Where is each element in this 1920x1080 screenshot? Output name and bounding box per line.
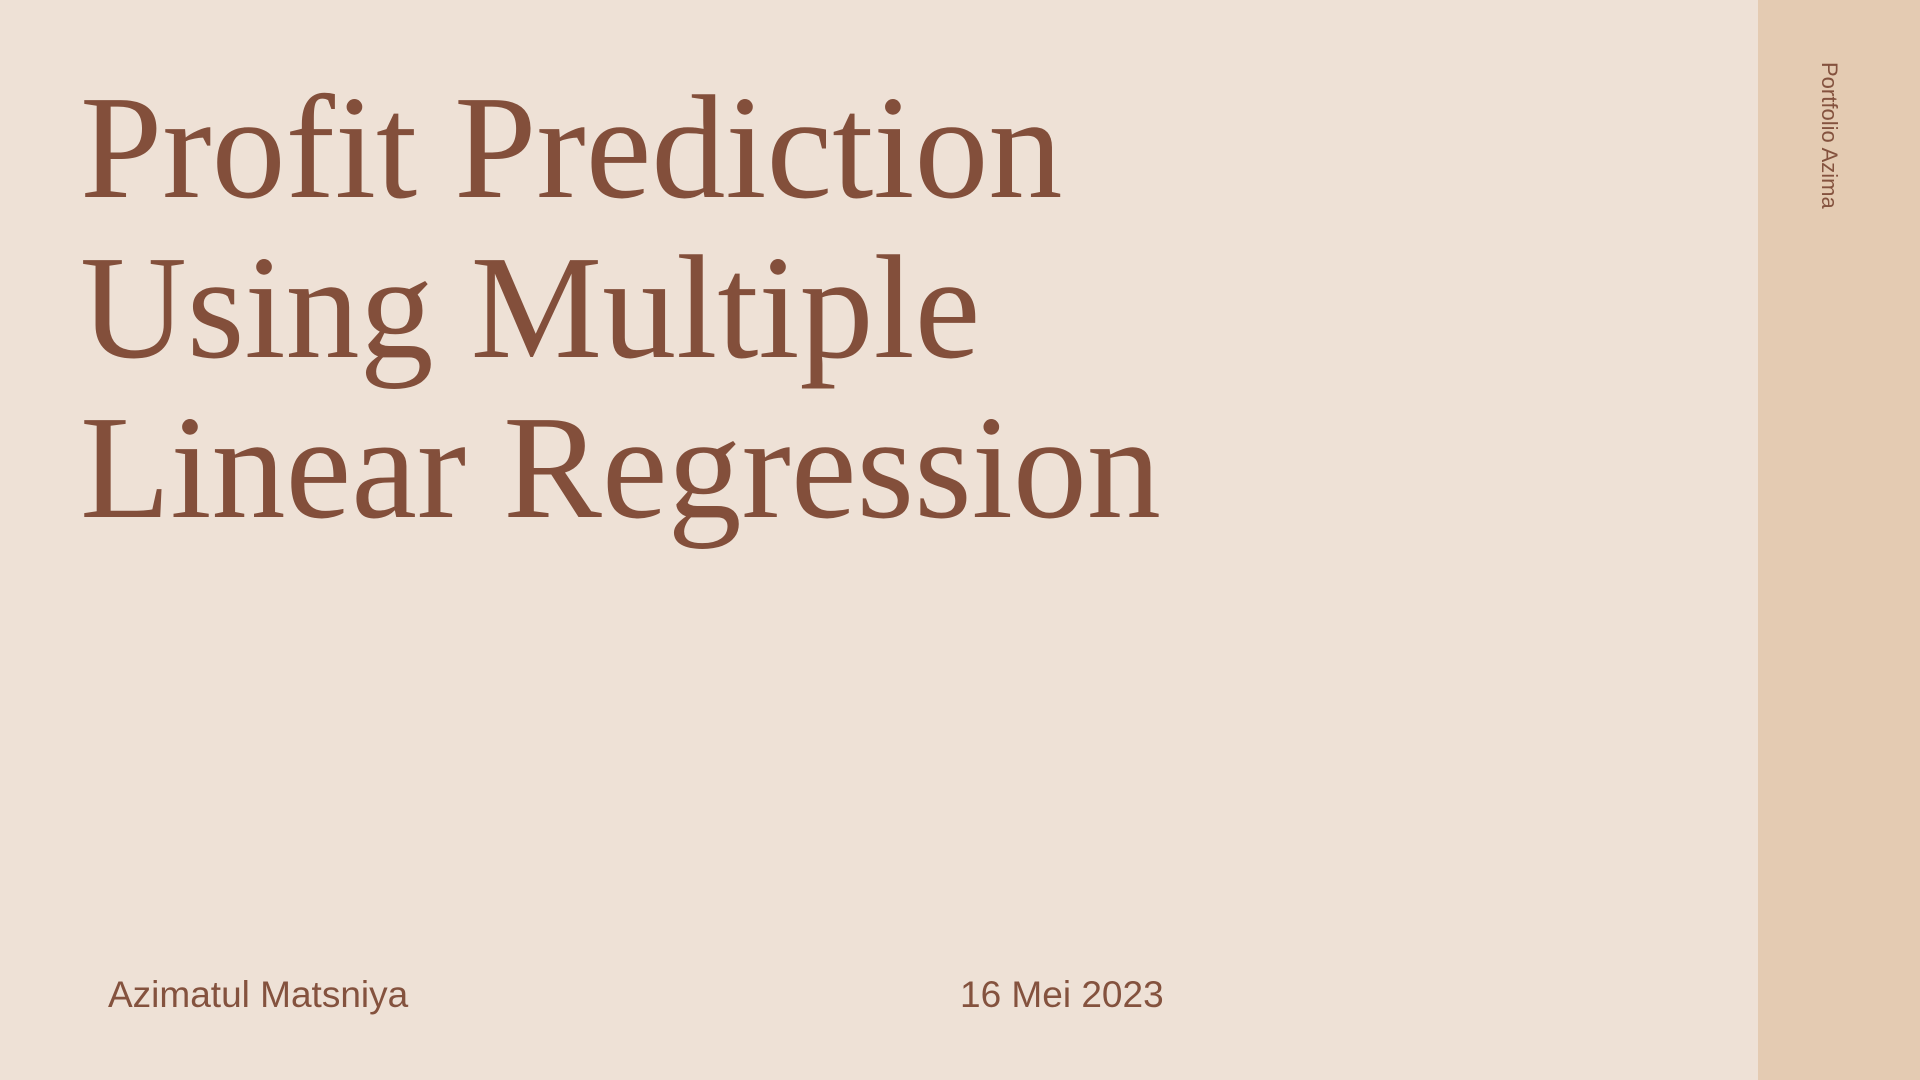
presentation-date: 16 Mei 2023	[960, 974, 1164, 1015]
slide-title-line-3: Linear Regression	[80, 386, 1161, 550]
slide-title: Profit Prediction Using Multiple Linear …	[80, 68, 1380, 548]
author-name: Azimatul Matsniya	[108, 974, 409, 1015]
slide-title-line-2: Using Multiple	[80, 226, 981, 390]
slide-title-line-1: Profit Prediction	[80, 66, 1063, 230]
right-side-panel: Portfolio Azima	[1758, 0, 1920, 1080]
portfolio-label: Portfolio Azima	[1817, 62, 1842, 209]
